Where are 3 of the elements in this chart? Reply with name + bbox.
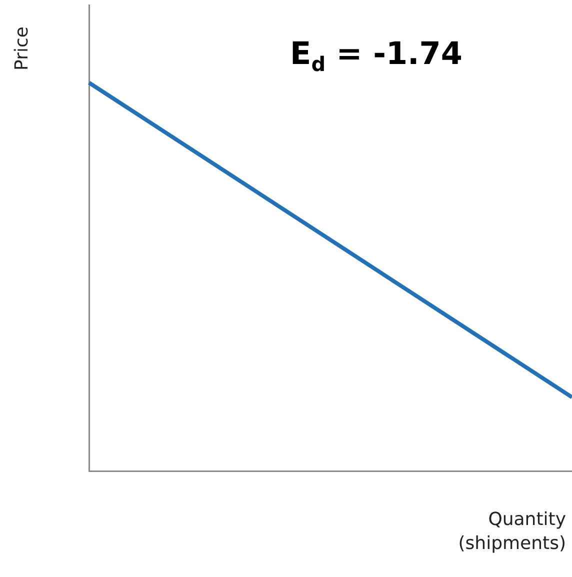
text: E$_{d}$ = -1.74	[290, 36, 462, 76]
y-axis-title: Price	[12, 26, 32, 72]
x-axis-title: Quantity (shipments)	[457, 508, 566, 556]
